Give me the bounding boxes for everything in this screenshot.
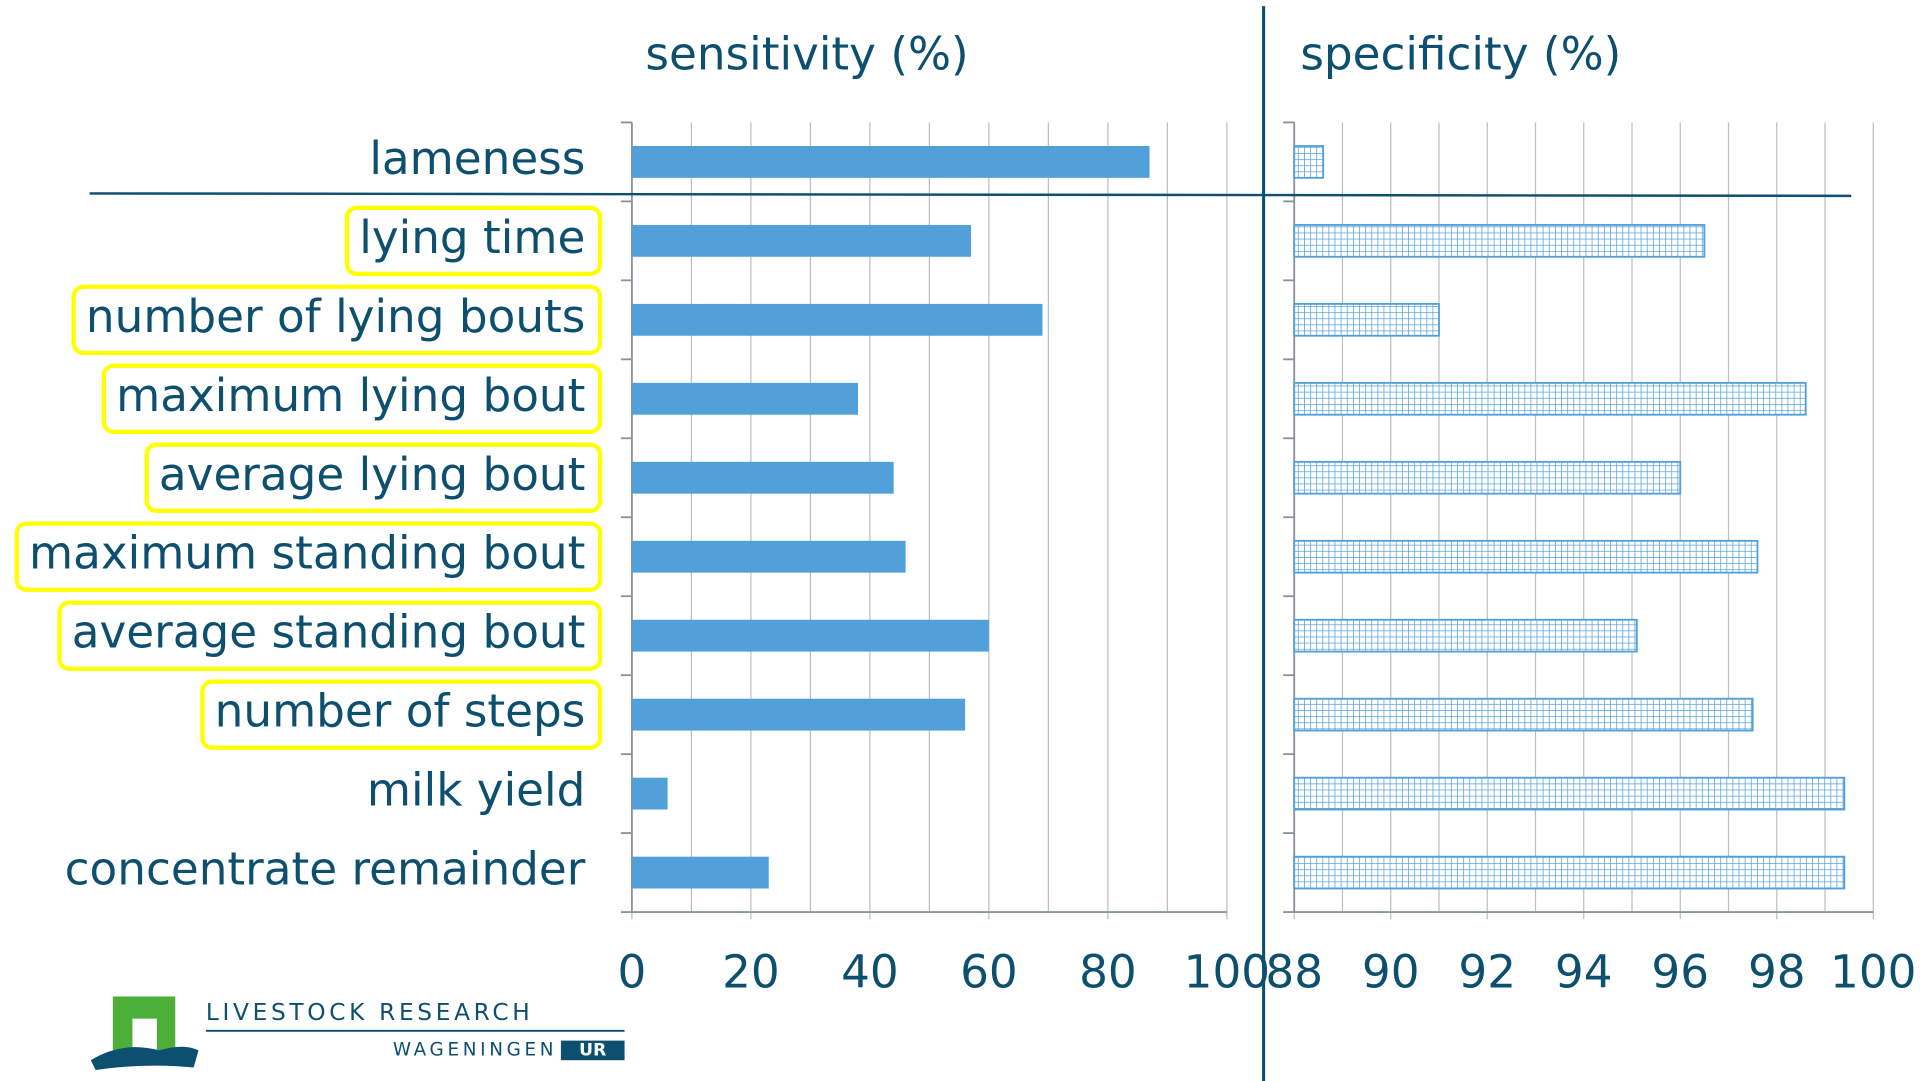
x-tick-label: 80	[1079, 946, 1137, 999]
bar	[1293, 302, 1440, 337]
bar	[1293, 381, 1807, 416]
bar	[1293, 855, 1846, 890]
highlight-box	[57, 600, 603, 671]
category-label: milk yield	[367, 764, 585, 817]
highlight-box	[344, 205, 603, 277]
logo: LIVESTOCK RESEARCH WAGENINGEN UR	[90, 996, 625, 1070]
bar	[1293, 697, 1754, 732]
x-tick-label: 96	[1651, 946, 1709, 999]
bar	[631, 303, 1043, 336]
bar	[1293, 539, 1759, 574]
category-label: number of lying bouts	[86, 290, 585, 343]
category-label: number of steps	[215, 685, 586, 738]
logo-text: WAGENINGEN	[393, 1039, 557, 1060]
x-tick-label: 40	[841, 946, 899, 999]
bar	[631, 145, 1150, 178]
bar	[631, 461, 894, 494]
category-label: maximum lying bout	[116, 369, 585, 422]
x-tick-label: 98	[1748, 946, 1806, 999]
logo-text: LIVESTOCK RESEARCH	[206, 999, 534, 1026]
bar	[631, 224, 972, 257]
x-tick-label: 92	[1458, 946, 1516, 999]
x-tick-label: 60	[960, 946, 1018, 999]
highlight-box	[144, 442, 603, 513]
category-label: average lying bout	[159, 448, 585, 501]
chart-title: sensitivity (%)	[645, 28, 968, 81]
bar	[631, 619, 989, 652]
category-label: lying time	[359, 211, 585, 264]
highlight-box	[14, 521, 603, 592]
bar	[1293, 618, 1638, 653]
highlight-box	[101, 363, 603, 434]
highlight-box	[71, 284, 603, 356]
category-label: lameness	[369, 132, 585, 185]
bar	[631, 777, 668, 810]
x-tick-label: 88	[1265, 946, 1323, 999]
bar	[631, 540, 906, 573]
x-tick-label: 20	[722, 946, 780, 999]
bar	[631, 698, 966, 731]
x-tick-label: 90	[1362, 946, 1420, 999]
bar	[1293, 145, 1325, 179]
x-tick-label: 94	[1555, 946, 1613, 999]
x-tick-label: 0	[617, 946, 646, 999]
bar	[1293, 224, 1706, 258]
category-label: maximum standing bout	[29, 527, 585, 580]
separator	[89, 192, 1852, 198]
logo-text: UR	[579, 1040, 606, 1060]
chart-title: specificity (%)	[1300, 28, 1621, 81]
highlight-box	[200, 679, 603, 750]
bar	[631, 382, 858, 415]
bar	[631, 856, 769, 889]
bar	[1293, 460, 1682, 495]
x-tick-label: 100	[1830, 946, 1916, 999]
category-label: concentrate remainder	[65, 843, 586, 896]
category-label: average standing bout	[72, 606, 586, 659]
x-tick-label: 100	[1184, 946, 1270, 999]
bar	[1293, 776, 1846, 811]
